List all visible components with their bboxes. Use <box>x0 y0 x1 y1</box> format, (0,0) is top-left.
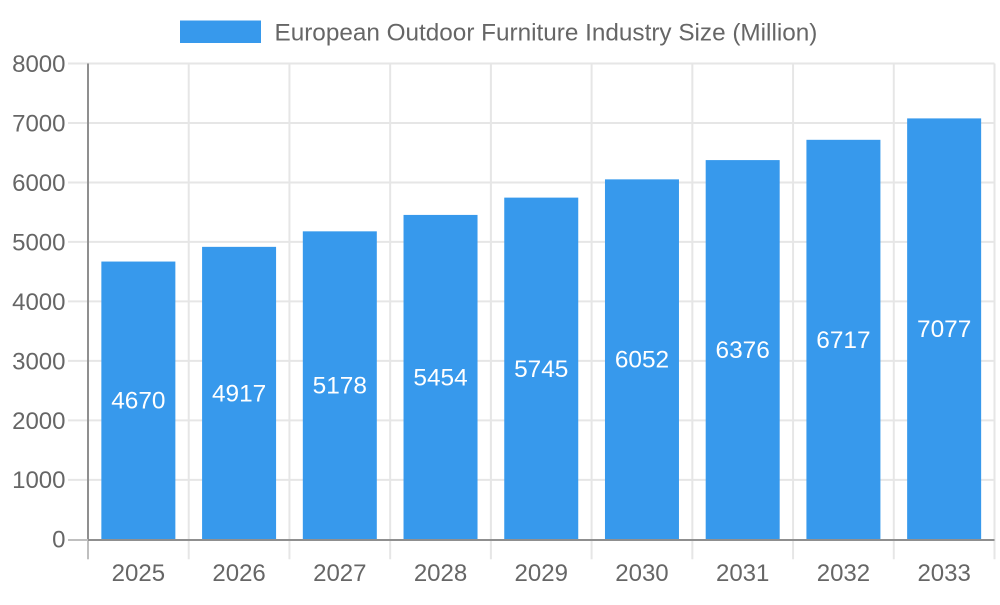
svg-text:6717: 6717 <box>816 327 870 354</box>
svg-text:2000: 2000 <box>12 408 65 435</box>
svg-text:2025: 2025 <box>112 560 165 587</box>
svg-text:8000: 8000 <box>12 51 65 78</box>
svg-text:2028: 2028 <box>414 560 467 587</box>
svg-text:2026: 2026 <box>212 560 265 587</box>
svg-text:5178: 5178 <box>313 373 367 400</box>
svg-text:0: 0 <box>52 527 65 554</box>
svg-text:6376: 6376 <box>716 337 770 364</box>
svg-text:1000: 1000 <box>12 467 65 494</box>
svg-text:4917: 4917 <box>212 380 266 407</box>
svg-text:2031: 2031 <box>716 560 769 587</box>
svg-text:7000: 7000 <box>12 110 65 137</box>
svg-text:2032: 2032 <box>817 560 870 587</box>
svg-text:6000: 6000 <box>12 170 65 197</box>
svg-text:5454: 5454 <box>413 364 467 391</box>
svg-text:2027: 2027 <box>313 560 366 587</box>
svg-text:6052: 6052 <box>615 347 669 374</box>
svg-text:European Outdoor Furniture Ind: European Outdoor Furniture Industry Size… <box>275 20 818 47</box>
svg-text:2029: 2029 <box>515 560 568 587</box>
svg-text:4670: 4670 <box>111 388 165 415</box>
svg-text:5745: 5745 <box>514 356 568 383</box>
svg-text:4000: 4000 <box>12 289 65 316</box>
svg-text:3000: 3000 <box>12 348 65 375</box>
svg-text:5000: 5000 <box>12 229 65 256</box>
svg-text:7077: 7077 <box>917 316 971 343</box>
svg-text:2033: 2033 <box>917 560 970 587</box>
svg-text:2030: 2030 <box>615 560 668 587</box>
